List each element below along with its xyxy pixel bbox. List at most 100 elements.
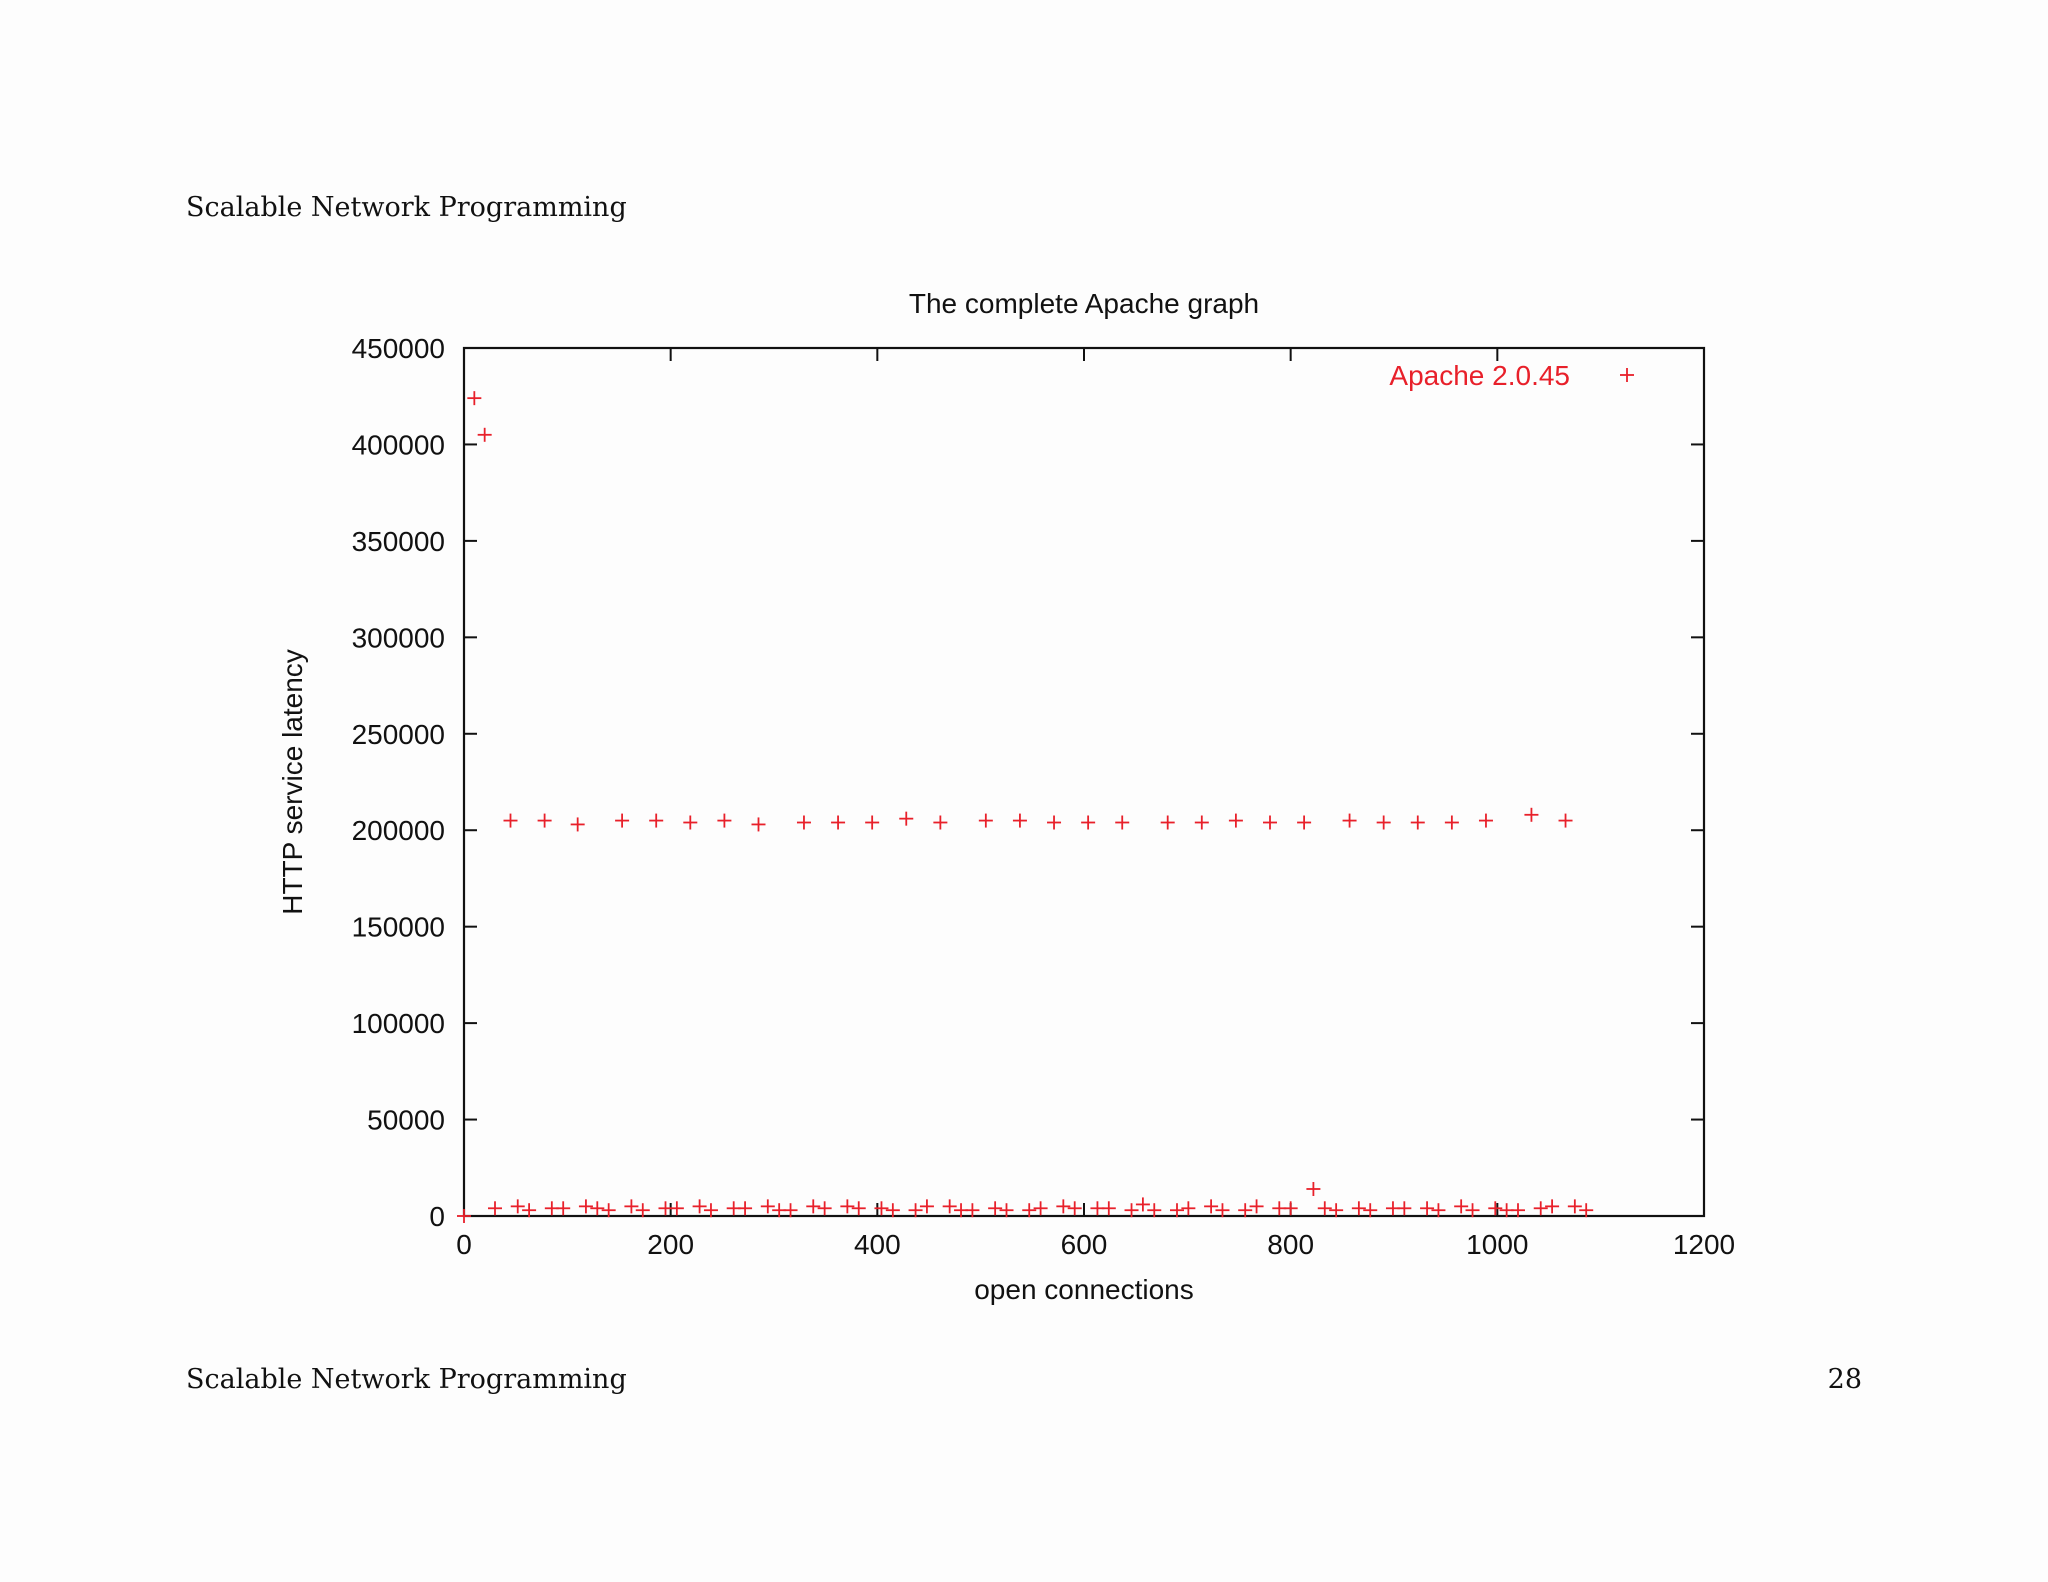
x-tick-label: 1000 <box>1466 1229 1528 1260</box>
data-point <box>851 1201 866 1216</box>
data-point <box>692 1199 707 1214</box>
data-point <box>1306 1181 1321 1196</box>
y-tick-label: 150000 <box>352 912 445 943</box>
data-point <box>1317 1201 1332 1216</box>
data-point <box>1376 815 1391 830</box>
data-point <box>1524 807 1539 822</box>
data-point <box>1056 1199 1071 1214</box>
data-point <box>1363 1203 1378 1218</box>
data-point <box>649 813 664 828</box>
data-point <box>1124 1203 1139 1218</box>
data-point <box>751 817 766 832</box>
data-point <box>1454 1199 1469 1214</box>
data-point <box>1342 813 1357 828</box>
data-point <box>1101 1201 1116 1216</box>
data-point <box>1545 1199 1560 1214</box>
data-point <box>624 1199 639 1214</box>
data-point <box>683 815 698 830</box>
y-tick-label: 50000 <box>367 1105 445 1136</box>
data-point <box>1351 1201 1366 1216</box>
data-point <box>1170 1203 1184 1218</box>
y-tick-label: 250000 <box>352 719 445 750</box>
data-point <box>510 1199 525 1214</box>
data-point <box>669 1201 684 1216</box>
data-point <box>1160 815 1175 830</box>
data-point <box>537 813 552 828</box>
x-axis-label: open connections <box>974 1274 1194 1305</box>
data-point <box>865 815 880 830</box>
data-point <box>570 817 585 832</box>
data-point <box>477 427 492 442</box>
y-tick-label: 100000 <box>352 1008 445 1039</box>
data-point <box>1135 1197 1150 1212</box>
slide-header: Scalable Network Programming <box>186 192 627 223</box>
data-point <box>1283 1201 1298 1216</box>
data-point <box>1465 1203 1480 1218</box>
plot-area-frame <box>462 346 1706 1218</box>
data-point <box>457 1209 471 1223</box>
data-point <box>1511 1203 1525 1218</box>
page-number: 28 <box>1827 1364 1862 1395</box>
x-tick-label: 0 <box>456 1229 472 1260</box>
data-point <box>503 813 518 828</box>
y-tick-label: 350000 <box>352 526 445 557</box>
data-point <box>1115 815 1130 830</box>
y-axis-label: HTTP service latency <box>277 649 308 915</box>
data-point <box>1067 1201 1082 1216</box>
data-point <box>1147 1203 1162 1218</box>
y-tick-label: 300000 <box>352 622 445 653</box>
x-tick-label: 600 <box>1061 1229 1108 1260</box>
data-point <box>1263 815 1277 830</box>
data-point <box>933 815 948 830</box>
data-point <box>1567 1199 1582 1214</box>
data-point <box>760 1199 775 1214</box>
chart-title: The complete Apache graph <box>909 288 1259 319</box>
data-point <box>999 1203 1014 1218</box>
x-tick-labels: 0 200 400 600 800 1000 1200 <box>456 1229 1735 1260</box>
data-point <box>1410 815 1425 830</box>
data-point <box>1194 815 1209 830</box>
data-point <box>1012 813 1027 828</box>
data-point <box>908 1203 923 1218</box>
data-point <box>615 813 630 828</box>
y-tick-label: 400000 <box>352 429 445 460</box>
data-point <box>919 1199 934 1214</box>
data-point <box>942 1199 957 1214</box>
data-point <box>1238 1203 1253 1218</box>
x-tick-label: 800 <box>1267 1229 1314 1260</box>
data-point <box>1329 1203 1344 1218</box>
data-point <box>806 1199 821 1214</box>
data-point <box>1558 813 1573 828</box>
data-point <box>965 1203 980 1218</box>
data-point <box>738 1201 753 1216</box>
data-point <box>635 1203 650 1218</box>
data-points <box>457 391 1594 1223</box>
x-tick-label: 1200 <box>1673 1229 1735 1260</box>
data-point <box>1033 1201 1048 1216</box>
data-point <box>1297 815 1312 830</box>
data-point <box>1022 1203 1037 1218</box>
data-point <box>978 813 993 828</box>
data-point <box>988 1201 1003 1216</box>
data-point <box>1228 813 1243 828</box>
data-point <box>1533 1201 1548 1216</box>
data-point <box>1215 1203 1230 1218</box>
data-point <box>1488 1201 1503 1216</box>
data-point <box>1478 813 1493 828</box>
data-point <box>783 1203 798 1218</box>
data-point <box>703 1203 718 1218</box>
slide-footer: Scalable Network Programming <box>186 1364 627 1395</box>
y-tick-labels: 0 50000 100000 150000 200000 250000 300000 3500… <box>352 333 445 1232</box>
data-point <box>899 811 914 826</box>
legend-label: Apache 2.0.45 <box>1389 360 1570 391</box>
data-point <box>578 1199 593 1214</box>
data-point <box>1047 815 1062 830</box>
y-tick-label: 450000 <box>352 333 445 364</box>
data-point <box>874 1201 889 1216</box>
data-point <box>1249 1199 1264 1214</box>
data-point <box>717 813 732 828</box>
data-point <box>1431 1203 1446 1218</box>
y-tick-label: 200000 <box>352 815 445 846</box>
data-point <box>590 1201 605 1216</box>
data-point <box>831 815 846 830</box>
